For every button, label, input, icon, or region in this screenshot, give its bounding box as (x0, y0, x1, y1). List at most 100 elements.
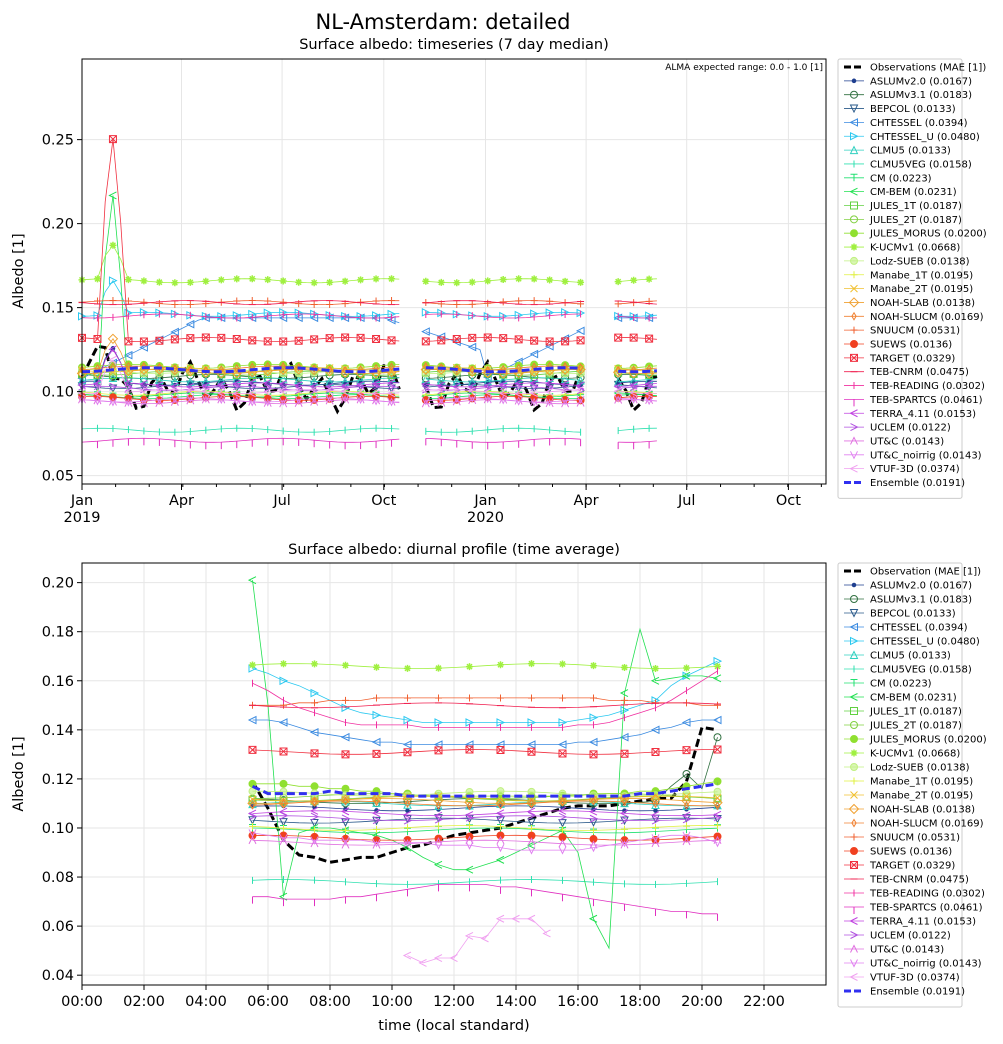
ts-point (499, 298, 507, 306)
ts-point (93, 397, 102, 406)
diurnal-title: Surface albedo: diurnal profile (time av… (288, 542, 620, 558)
ts-point (372, 397, 381, 406)
legend-marker (849, 693, 858, 701)
dp-line (252, 702, 718, 709)
ts-point (187, 365, 194, 375)
dp-point (589, 814, 599, 823)
ts-point (139, 337, 148, 346)
ts-point (438, 363, 444, 372)
legend-marker (850, 847, 858, 855)
legend-label: TEB-CNRM (0.0475) (869, 367, 969, 378)
legend-marker (850, 721, 858, 729)
ts-point (372, 297, 380, 305)
legend-entry-chtessel-u-0-0480: CHTESSEL_U (0.0480) (844, 132, 980, 143)
dp-point (620, 749, 629, 758)
dp-point (714, 822, 721, 830)
timeseries-y-ticks: 0.05 0.10 0.15 0.20 0.25 (42, 133, 82, 485)
ts-point (575, 385, 585, 394)
legend-label: UT&C (0.0143) (870, 945, 944, 956)
dp-point (464, 865, 474, 874)
ts-point (279, 399, 288, 408)
ts-point (185, 386, 195, 395)
ts-point (437, 386, 446, 395)
legend-entry-ut-c-noirrig-0-0143: UT&C_noirrig (0.0143) (844, 959, 982, 970)
legend-label: Ensemble (0.0191) (870, 987, 965, 998)
dp-point (651, 838, 660, 848)
legend-entry-manabe-1t-0-0195: Manabe_1T (0.0195) (844, 270, 973, 281)
dp-line (252, 663, 718, 669)
ts-point (171, 386, 180, 395)
legend-marker (849, 145, 859, 155)
ts-point (141, 361, 147, 371)
ts-point (356, 395, 365, 404)
legend-entry-vtuf-3d-0-0374: VTUF-3D (0.0374) (844, 973, 960, 984)
ts-point (140, 277, 148, 285)
dp-point (480, 934, 489, 943)
ts-point (514, 397, 523, 406)
legend-marker (850, 735, 858, 743)
ts-point (614, 300, 622, 308)
dp-line (252, 749, 718, 755)
dp-point (372, 838, 381, 848)
dp-point (311, 797, 318, 807)
dp-point (402, 843, 412, 852)
ts-point (453, 279, 461, 287)
alma-range-note: ALMA expected range: 0.0 - 1.0 [1] (665, 63, 823, 73)
timeseries-panel: Surface albedo: timeseries (7 day median… (11, 37, 987, 526)
dp-series-chtessel-u-0-0480 (248, 656, 723, 727)
legend-entry-ensemble-0-0191: Ensemble (0.0191) (844, 478, 965, 489)
legend-label: SNUUCM (0.0531) (870, 326, 960, 337)
ts-line (81, 366, 400, 374)
legend-marker (850, 763, 858, 771)
ts-point (387, 382, 397, 391)
dp-point (433, 954, 443, 962)
dp-point (372, 816, 382, 825)
ts-point (355, 389, 365, 397)
dp-point (558, 812, 568, 821)
ts-point (422, 277, 430, 285)
ts-point (186, 394, 195, 403)
dp-series-teb-reading-0-0302 (252, 667, 718, 731)
ts-point (248, 297, 256, 305)
dp-point (714, 801, 721, 811)
ts-point (170, 394, 179, 404)
ts-point (78, 382, 87, 391)
ts-series-teb-cnrm-0-0475 (78, 300, 657, 306)
dp-point (464, 931, 474, 940)
dp-point (527, 811, 537, 820)
ts-point (546, 276, 554, 284)
legend-entry-clmu5veg-0-0158: CLMU5VEG (0.0158) (844, 159, 972, 170)
legend-label: CHTESSEL_U (0.0480) (870, 132, 980, 143)
dp-point (280, 824, 287, 832)
ts-point (421, 337, 430, 346)
legend-marker (850, 959, 858, 968)
figure-title: NL-Amsterdam: detailed (315, 10, 570, 34)
ts-point (325, 394, 334, 403)
ts-point (108, 276, 118, 285)
ts-point (108, 135, 117, 144)
ts-point (279, 369, 288, 378)
dp-point (371, 737, 381, 747)
ts-point (341, 394, 350, 403)
legend-entry-k-ucmv1-0-0668: K-UCMv1 (0.0668) (844, 243, 960, 254)
dp-point (620, 816, 630, 825)
dp-point (682, 831, 691, 840)
ts-point (310, 335, 319, 344)
legend-marker (848, 803, 860, 815)
ts-series-target-0-0329 (78, 135, 657, 346)
legend-marker (850, 679, 858, 687)
legend-entry-teb-cnrm-0-0475: TEB-CNRM (0.0475) (844, 367, 969, 378)
dp-line (407, 918, 548, 964)
ts-point (93, 334, 102, 343)
dp-point (495, 914, 505, 923)
legend-marker (851, 311, 857, 321)
ts-point (515, 275, 523, 283)
ts-point (614, 333, 623, 342)
legend-label: NOAH-SLAB (0.0138) (870, 805, 975, 816)
ts-line (81, 244, 400, 284)
dp-point (279, 834, 288, 843)
ts-point (499, 276, 507, 284)
legend-entry-manabe-2t-0-0195: Manabe_2T (0.0195) (844, 284, 973, 295)
dp-point (496, 746, 505, 755)
diurnal-x-label: time (local standard) (378, 1018, 529, 1034)
